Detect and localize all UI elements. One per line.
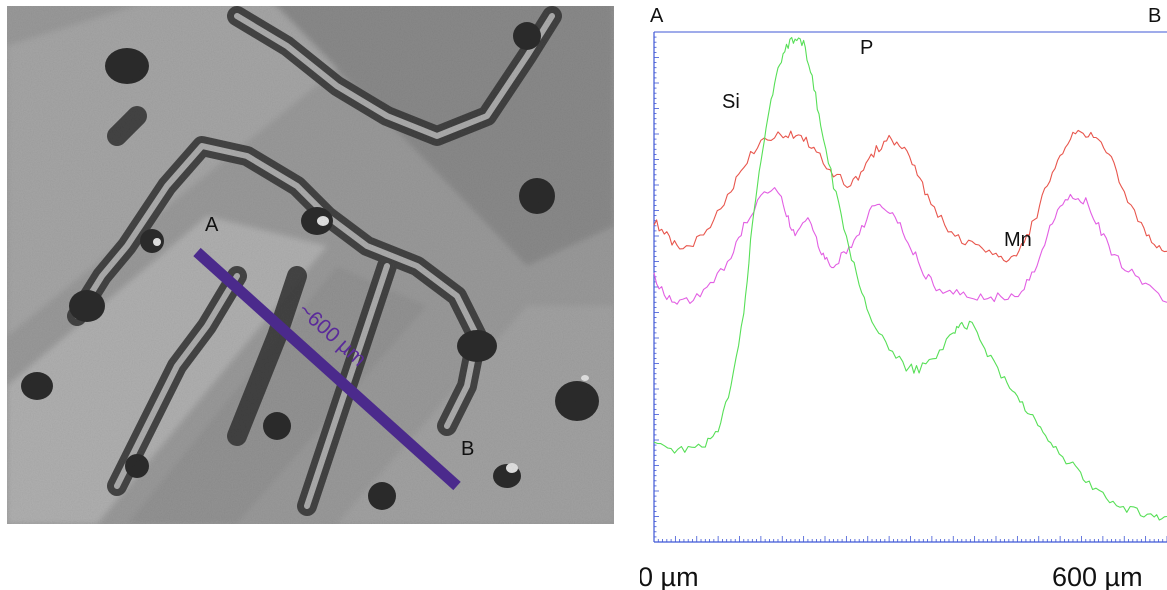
sem-micrograph: A B ~600 µm — [7, 6, 614, 524]
series-line-si — [653, 129, 1167, 263]
x-axis-end-label: 600 µm — [1052, 562, 1143, 590]
point-a-label: A — [205, 214, 219, 236]
micrograph-texture — [7, 6, 614, 524]
series-line-p — [653, 36, 1167, 521]
endpoint-a-label: A — [650, 5, 664, 27]
x-axis-start-label: 0 µm — [640, 562, 699, 590]
endpoint-b-label: B — [1148, 5, 1161, 27]
series-label-p: P — [860, 37, 873, 59]
series-label-mn: Mn — [1004, 229, 1032, 251]
x-axis-ticks — [653, 536, 1167, 542]
series-line-mn — [653, 187, 1167, 305]
series-layer — [653, 36, 1167, 521]
scan-line — [193, 247, 461, 491]
y-axis-ticks — [654, 31, 659, 543]
series-label-si: Si — [722, 91, 740, 113]
point-b-label: B — [461, 438, 474, 460]
line-profile-chart: A B Si Mn P 0 µm 600 µm — [640, 5, 1167, 590]
